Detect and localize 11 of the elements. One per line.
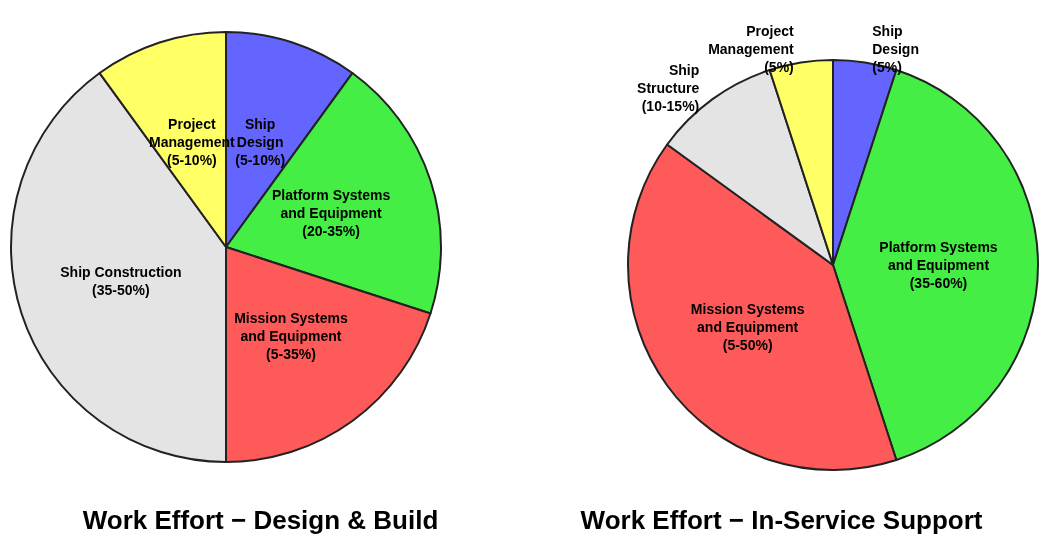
slice-label: Platform Systems and Equipment (35-60%) [879, 239, 998, 291]
slice-label: Mission Systems and Equipment (5-50%) [690, 301, 805, 354]
text: Work Effort − In-Service Support [580, 505, 983, 535]
slice-label: Project Management (5%) [708, 22, 795, 75]
slice-label: Ship Design (5-10%) [235, 115, 286, 168]
slice-label: Ship Construction (35-50%) [60, 264, 182, 299]
slice-label: Mission Systems and Equipment (5-35%) [234, 310, 348, 363]
slice-label: Ship Design (5%) [872, 22, 919, 75]
text: Work Effort − Design & Build [82, 505, 439, 535]
slice-label: Ship Structure (10-15%) [637, 61, 700, 114]
slice-label: Platform Systems and Equipment (20-35%) [271, 186, 391, 239]
